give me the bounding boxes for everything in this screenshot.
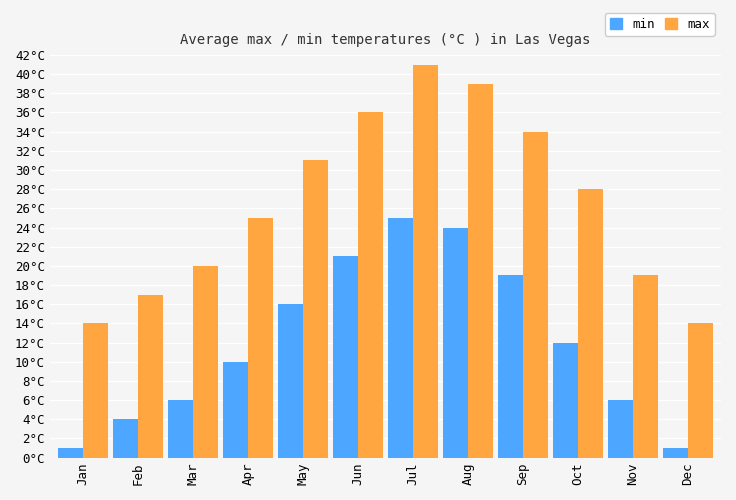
Bar bbox=[83, 324, 107, 458]
Bar bbox=[413, 64, 438, 458]
Bar bbox=[633, 276, 658, 458]
Bar bbox=[248, 218, 272, 458]
Bar bbox=[498, 276, 523, 458]
Title: Average max / min temperatures (°C ) in Las Vegas: Average max / min temperatures (°C ) in … bbox=[180, 33, 590, 47]
Bar bbox=[168, 400, 193, 458]
Bar bbox=[688, 324, 712, 458]
Bar bbox=[663, 448, 688, 458]
Bar bbox=[278, 304, 303, 458]
Bar bbox=[388, 218, 413, 458]
Bar bbox=[608, 400, 633, 458]
Bar bbox=[333, 256, 358, 458]
Bar bbox=[523, 132, 548, 458]
Bar bbox=[468, 84, 492, 458]
Bar bbox=[113, 420, 138, 458]
Bar bbox=[223, 362, 248, 458]
Bar bbox=[193, 266, 218, 458]
Bar bbox=[578, 189, 603, 458]
Bar bbox=[358, 112, 383, 458]
Bar bbox=[303, 160, 328, 458]
Bar bbox=[138, 294, 163, 458]
Bar bbox=[443, 228, 468, 458]
Bar bbox=[58, 448, 83, 458]
Bar bbox=[553, 342, 578, 458]
Legend: min, max: min, max bbox=[605, 13, 715, 36]
